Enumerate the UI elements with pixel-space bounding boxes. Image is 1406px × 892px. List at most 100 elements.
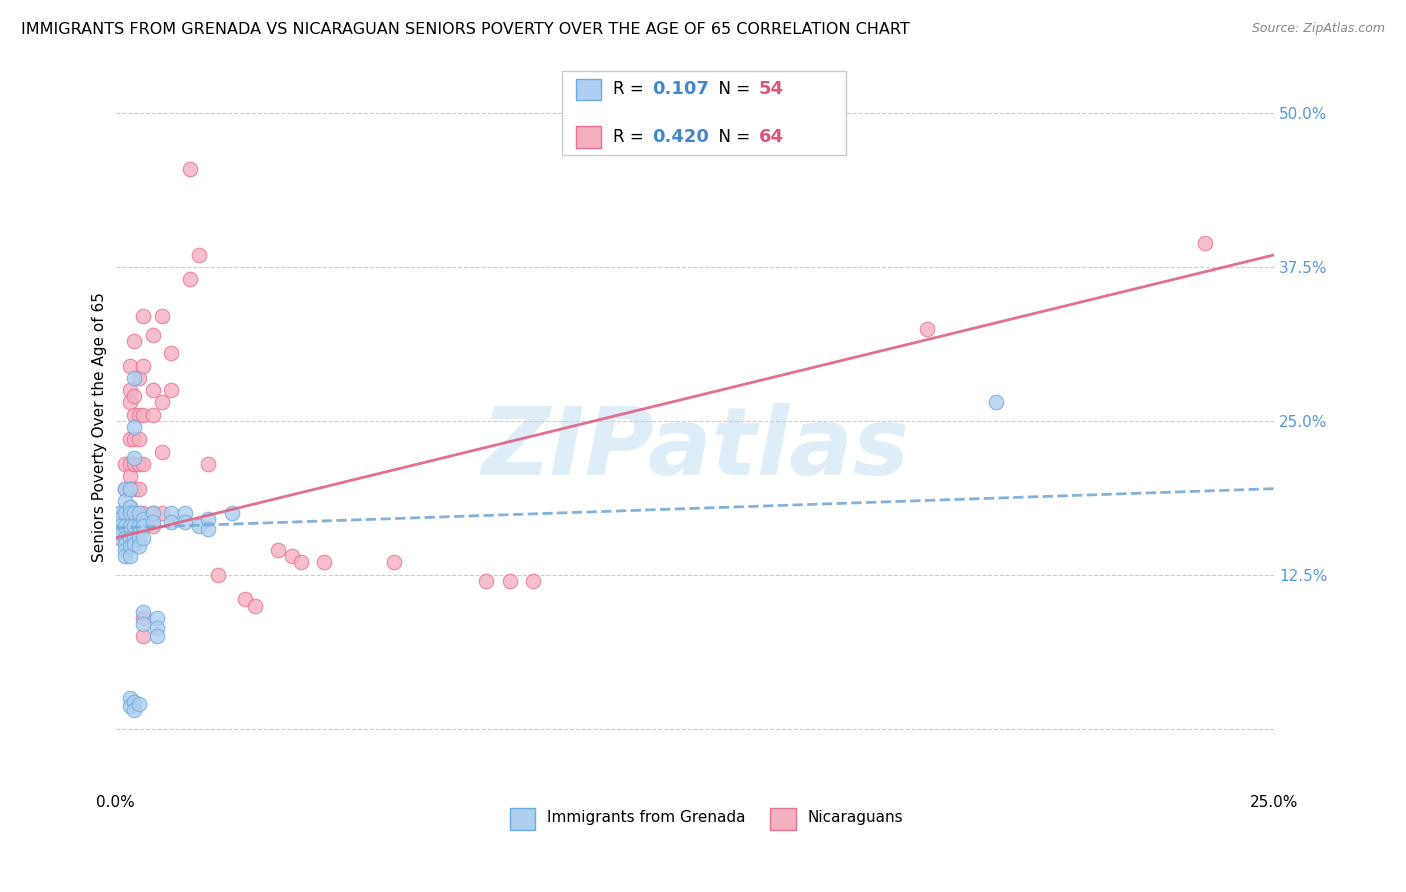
Point bbox=[122, 433, 145, 447]
Point bbox=[132, 506, 155, 520]
Point bbox=[150, 310, 173, 324]
Point bbox=[110, 524, 132, 539]
Point bbox=[132, 531, 155, 545]
Point bbox=[314, 556, 336, 570]
Point bbox=[114, 506, 136, 520]
Y-axis label: Seniors Poverty Over the Age of 65: Seniors Poverty Over the Age of 65 bbox=[93, 293, 107, 562]
Point bbox=[221, 506, 243, 520]
Point bbox=[267, 543, 290, 558]
Point bbox=[114, 506, 136, 520]
FancyBboxPatch shape bbox=[562, 71, 845, 155]
Point bbox=[150, 444, 173, 458]
Point bbox=[118, 540, 141, 554]
Point bbox=[122, 334, 145, 348]
Point bbox=[114, 518, 136, 533]
Point bbox=[122, 389, 145, 403]
Point bbox=[986, 395, 1008, 409]
Point bbox=[122, 408, 145, 422]
Point bbox=[122, 694, 145, 708]
Point bbox=[118, 395, 141, 409]
Point bbox=[132, 457, 155, 471]
Point bbox=[114, 537, 136, 551]
Point bbox=[114, 531, 136, 545]
Point bbox=[118, 549, 141, 564]
Point bbox=[188, 248, 211, 262]
Point bbox=[132, 611, 155, 625]
Point bbox=[915, 321, 938, 335]
Point bbox=[118, 518, 141, 533]
Point bbox=[118, 500, 141, 515]
Point bbox=[128, 457, 150, 471]
Text: N =: N = bbox=[707, 128, 755, 145]
Point bbox=[118, 469, 141, 483]
Point bbox=[122, 518, 145, 533]
FancyBboxPatch shape bbox=[770, 808, 796, 830]
Text: Nicaraguans: Nicaraguans bbox=[807, 810, 903, 825]
Point bbox=[114, 457, 136, 471]
Point bbox=[118, 699, 141, 714]
Point bbox=[281, 549, 304, 564]
Point bbox=[128, 433, 150, 447]
Point bbox=[122, 506, 145, 520]
Point bbox=[128, 540, 150, 554]
Text: IMMIGRANTS FROM GRENADA VS NICARAGUAN SENIORS POVERTY OVER THE AGE OF 65 CORRELA: IMMIGRANTS FROM GRENADA VS NICARAGUAN SE… bbox=[21, 22, 910, 37]
Point bbox=[110, 518, 132, 533]
Point bbox=[522, 574, 544, 588]
Point bbox=[118, 482, 141, 496]
Point bbox=[122, 537, 145, 551]
Point bbox=[114, 494, 136, 508]
Point bbox=[142, 408, 165, 422]
Point bbox=[235, 592, 257, 607]
Point bbox=[132, 617, 155, 632]
Point bbox=[142, 506, 165, 520]
Point bbox=[132, 512, 155, 526]
FancyBboxPatch shape bbox=[575, 78, 602, 101]
Point bbox=[110, 506, 132, 520]
Point bbox=[160, 506, 183, 520]
Point bbox=[122, 482, 145, 496]
Point bbox=[122, 703, 145, 717]
FancyBboxPatch shape bbox=[575, 126, 602, 147]
Point bbox=[160, 346, 183, 360]
Point bbox=[128, 506, 150, 520]
Point bbox=[122, 506, 145, 520]
Point bbox=[1194, 235, 1216, 250]
Point bbox=[179, 272, 201, 286]
Point bbox=[290, 556, 312, 570]
Text: 0.420: 0.420 bbox=[652, 128, 709, 145]
Text: 0.107: 0.107 bbox=[652, 80, 709, 98]
Point bbox=[132, 359, 155, 373]
Point bbox=[243, 599, 266, 613]
Point bbox=[197, 457, 219, 471]
Text: Source: ZipAtlas.com: Source: ZipAtlas.com bbox=[1251, 22, 1385, 36]
Point bbox=[475, 574, 498, 588]
Point bbox=[498, 574, 520, 588]
Point bbox=[114, 518, 136, 533]
Point bbox=[118, 500, 141, 515]
Point bbox=[110, 531, 132, 545]
Point bbox=[110, 518, 132, 533]
Point bbox=[118, 383, 141, 397]
Point bbox=[179, 161, 201, 176]
Point bbox=[382, 556, 405, 570]
Point bbox=[188, 518, 211, 533]
Point bbox=[110, 506, 132, 520]
Point bbox=[128, 408, 150, 422]
Point bbox=[207, 567, 229, 582]
Point bbox=[122, 420, 145, 434]
Point bbox=[118, 457, 141, 471]
Point bbox=[118, 433, 141, 447]
Point bbox=[197, 522, 219, 536]
Point bbox=[110, 512, 132, 526]
Point bbox=[132, 310, 155, 324]
Point bbox=[132, 605, 155, 619]
Point bbox=[142, 506, 165, 520]
Point bbox=[146, 611, 169, 625]
Point bbox=[118, 482, 141, 496]
Point bbox=[174, 515, 197, 529]
Point bbox=[142, 518, 165, 533]
Point bbox=[128, 531, 150, 545]
Point bbox=[118, 690, 141, 705]
Text: 54: 54 bbox=[759, 80, 783, 98]
Point bbox=[128, 518, 150, 533]
